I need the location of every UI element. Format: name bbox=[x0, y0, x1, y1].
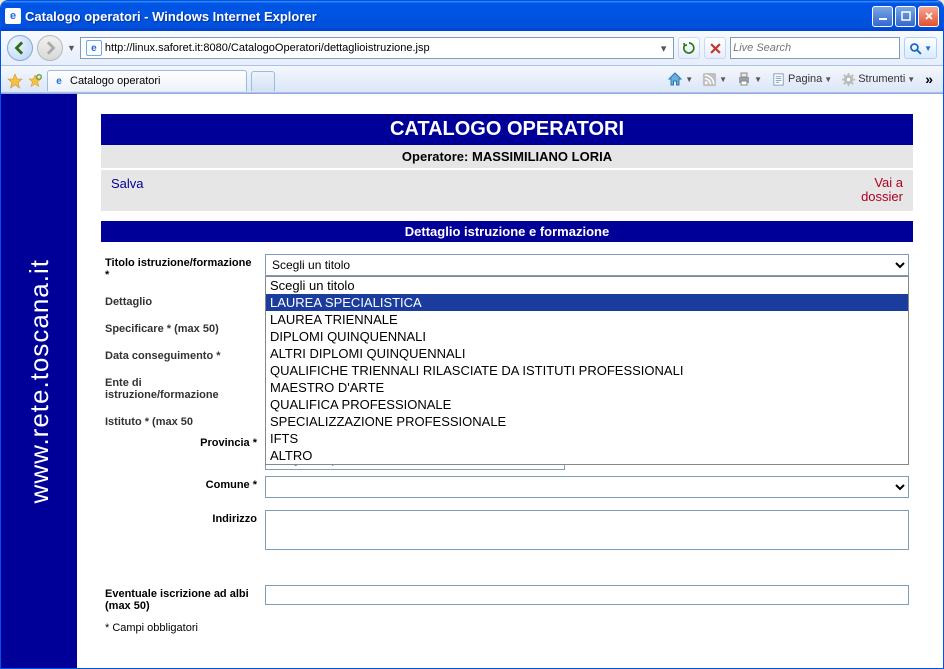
titolo-option[interactable]: ALTRO bbox=[266, 447, 908, 464]
titolo-option[interactable]: Scegli un titolo bbox=[266, 277, 908, 294]
titolo-option[interactable]: QUALIFICA PROFESSIONALE bbox=[266, 396, 908, 413]
ie-icon: e bbox=[5, 8, 21, 24]
titolo-option[interactable]: LAUREA TRIENNALE bbox=[266, 311, 908, 328]
titolo-option[interactable]: DIPLOMI QUINQUENNALI bbox=[266, 328, 908, 345]
titolo-option[interactable]: IFTS bbox=[266, 430, 908, 447]
comune-select[interactable] bbox=[265, 476, 909, 498]
page-menu-label: Pagina bbox=[788, 73, 822, 85]
section-subheader: Dettaglio istruzione e formazione bbox=[101, 221, 913, 242]
window-title: Catalogo operatori - Windows Internet Ex… bbox=[25, 9, 872, 24]
save-link[interactable]: Salva bbox=[111, 176, 144, 205]
titolo-option[interactable]: QUALIFICHE TRIENNALI RILASCIATE DA ISTIT… bbox=[266, 362, 908, 379]
site-sidebar: www.rete.toscana.it bbox=[1, 94, 77, 668]
tab-page-icon: e bbox=[52, 74, 66, 88]
titolo-option[interactable]: MAESTRO D'ARTE bbox=[266, 379, 908, 396]
titolo-option[interactable]: ALTRI DIPLOMI QUINQUENNALI bbox=[266, 345, 908, 362]
browser-viewport: www.rete.toscana.it CATALOGO OPERATORI O… bbox=[1, 93, 943, 668]
label-provincia: Provincia * bbox=[105, 434, 265, 449]
window-buttons bbox=[872, 6, 939, 27]
feeds-button[interactable]: ▼ bbox=[699, 70, 730, 89]
label-istituto: Istituto * (max 50 bbox=[105, 413, 265, 428]
back-button[interactable] bbox=[7, 35, 33, 61]
indirizzo-textarea[interactable] bbox=[265, 510, 909, 550]
navigation-toolbar: ▼ e ▾ ▼ bbox=[1, 31, 943, 66]
dossier-link[interactable]: Vai a dossier bbox=[861, 176, 903, 205]
tools-menu[interactable]: Strumenti▼ bbox=[838, 70, 918, 89]
search-box bbox=[730, 37, 900, 59]
required-note: * Campi obbligatori bbox=[101, 618, 913, 638]
ie-window: e Catalogo operatori - Windows Internet … bbox=[0, 0, 944, 669]
label-iscrizione: Eventuale iscrizione ad albi (max 50) bbox=[105, 585, 265, 612]
page-menu[interactable]: Pagina▼ bbox=[768, 70, 835, 89]
window-titlebar: e Catalogo operatori - Windows Internet … bbox=[1, 1, 943, 31]
tab-bar: e Catalogo operatori ▼ ▼ ▼ Pagina▼ Strum… bbox=[1, 66, 943, 93]
label-specificare: Specificare * (max 50) bbox=[105, 320, 265, 335]
sidebar-brand-text: www.rete.toscana.it bbox=[24, 259, 55, 503]
label-indirizzo: Indirizzo bbox=[105, 510, 265, 525]
address-bar: e ▾ bbox=[80, 37, 674, 59]
titolo-select[interactable]: Scegli un titolo bbox=[265, 254, 909, 276]
toolbar-overflow-icon[interactable]: » bbox=[921, 71, 937, 87]
close-button[interactable] bbox=[918, 6, 939, 27]
operator-line: Operatore: MASSIMILIANO LORIA bbox=[101, 145, 913, 168]
stop-button[interactable] bbox=[704, 37, 726, 59]
titolo-option[interactable]: SPECIALIZZAZIONE PROFESSIONALE bbox=[266, 413, 908, 430]
label-ente: Ente di istruzione/formazione bbox=[105, 374, 265, 401]
home-button[interactable]: ▼ bbox=[664, 69, 696, 89]
browser-tab[interactable]: e Catalogo operatori bbox=[47, 70, 247, 91]
refresh-button[interactable] bbox=[678, 37, 700, 59]
form: Titolo istruzione/formazione * Scegli un… bbox=[101, 248, 913, 638]
action-bar: Salva Vai a dossier bbox=[101, 170, 913, 211]
page-icon: e bbox=[86, 40, 102, 56]
page-banner: CATALOGO OPERATORI bbox=[101, 114, 913, 145]
minimize-button[interactable] bbox=[872, 6, 893, 27]
tools-menu-label: Strumenti bbox=[858, 73, 905, 85]
forward-button[interactable] bbox=[37, 35, 63, 61]
search-input[interactable] bbox=[733, 42, 897, 54]
tab-title: Catalogo operatori bbox=[70, 75, 161, 87]
nav-dropdown-icon[interactable]: ▼ bbox=[67, 43, 76, 53]
print-button[interactable]: ▼ bbox=[733, 69, 765, 89]
label-titolo: Titolo istruzione/formazione * bbox=[105, 254, 265, 281]
command-bar: ▼ ▼ ▼ Pagina▼ Strumenti▼ » bbox=[664, 69, 937, 92]
label-data: Data conseguimento * bbox=[105, 347, 265, 362]
titolo-dropdown-list[interactable]: Scegli un titoloLAUREA SPECIALISTICALAUR… bbox=[265, 276, 909, 465]
page-body: CATALOGO OPERATORI Operatore: MASSIMILIA… bbox=[77, 94, 943, 668]
add-favorites-icon[interactable] bbox=[27, 73, 43, 89]
titolo-option[interactable]: LAUREA SPECIALISTICA bbox=[266, 294, 908, 311]
search-button[interactable]: ▼ bbox=[904, 37, 937, 59]
address-dropdown-icon[interactable]: ▾ bbox=[656, 42, 671, 55]
iscrizione-input[interactable] bbox=[265, 585, 909, 605]
label-comune: Comune * bbox=[105, 476, 265, 491]
label-dettaglio: Dettaglio bbox=[105, 293, 265, 308]
favorites-icon[interactable] bbox=[7, 73, 23, 89]
new-tab-button[interactable] bbox=[251, 71, 275, 91]
maximize-button[interactable] bbox=[895, 6, 916, 27]
address-input[interactable] bbox=[105, 42, 656, 54]
